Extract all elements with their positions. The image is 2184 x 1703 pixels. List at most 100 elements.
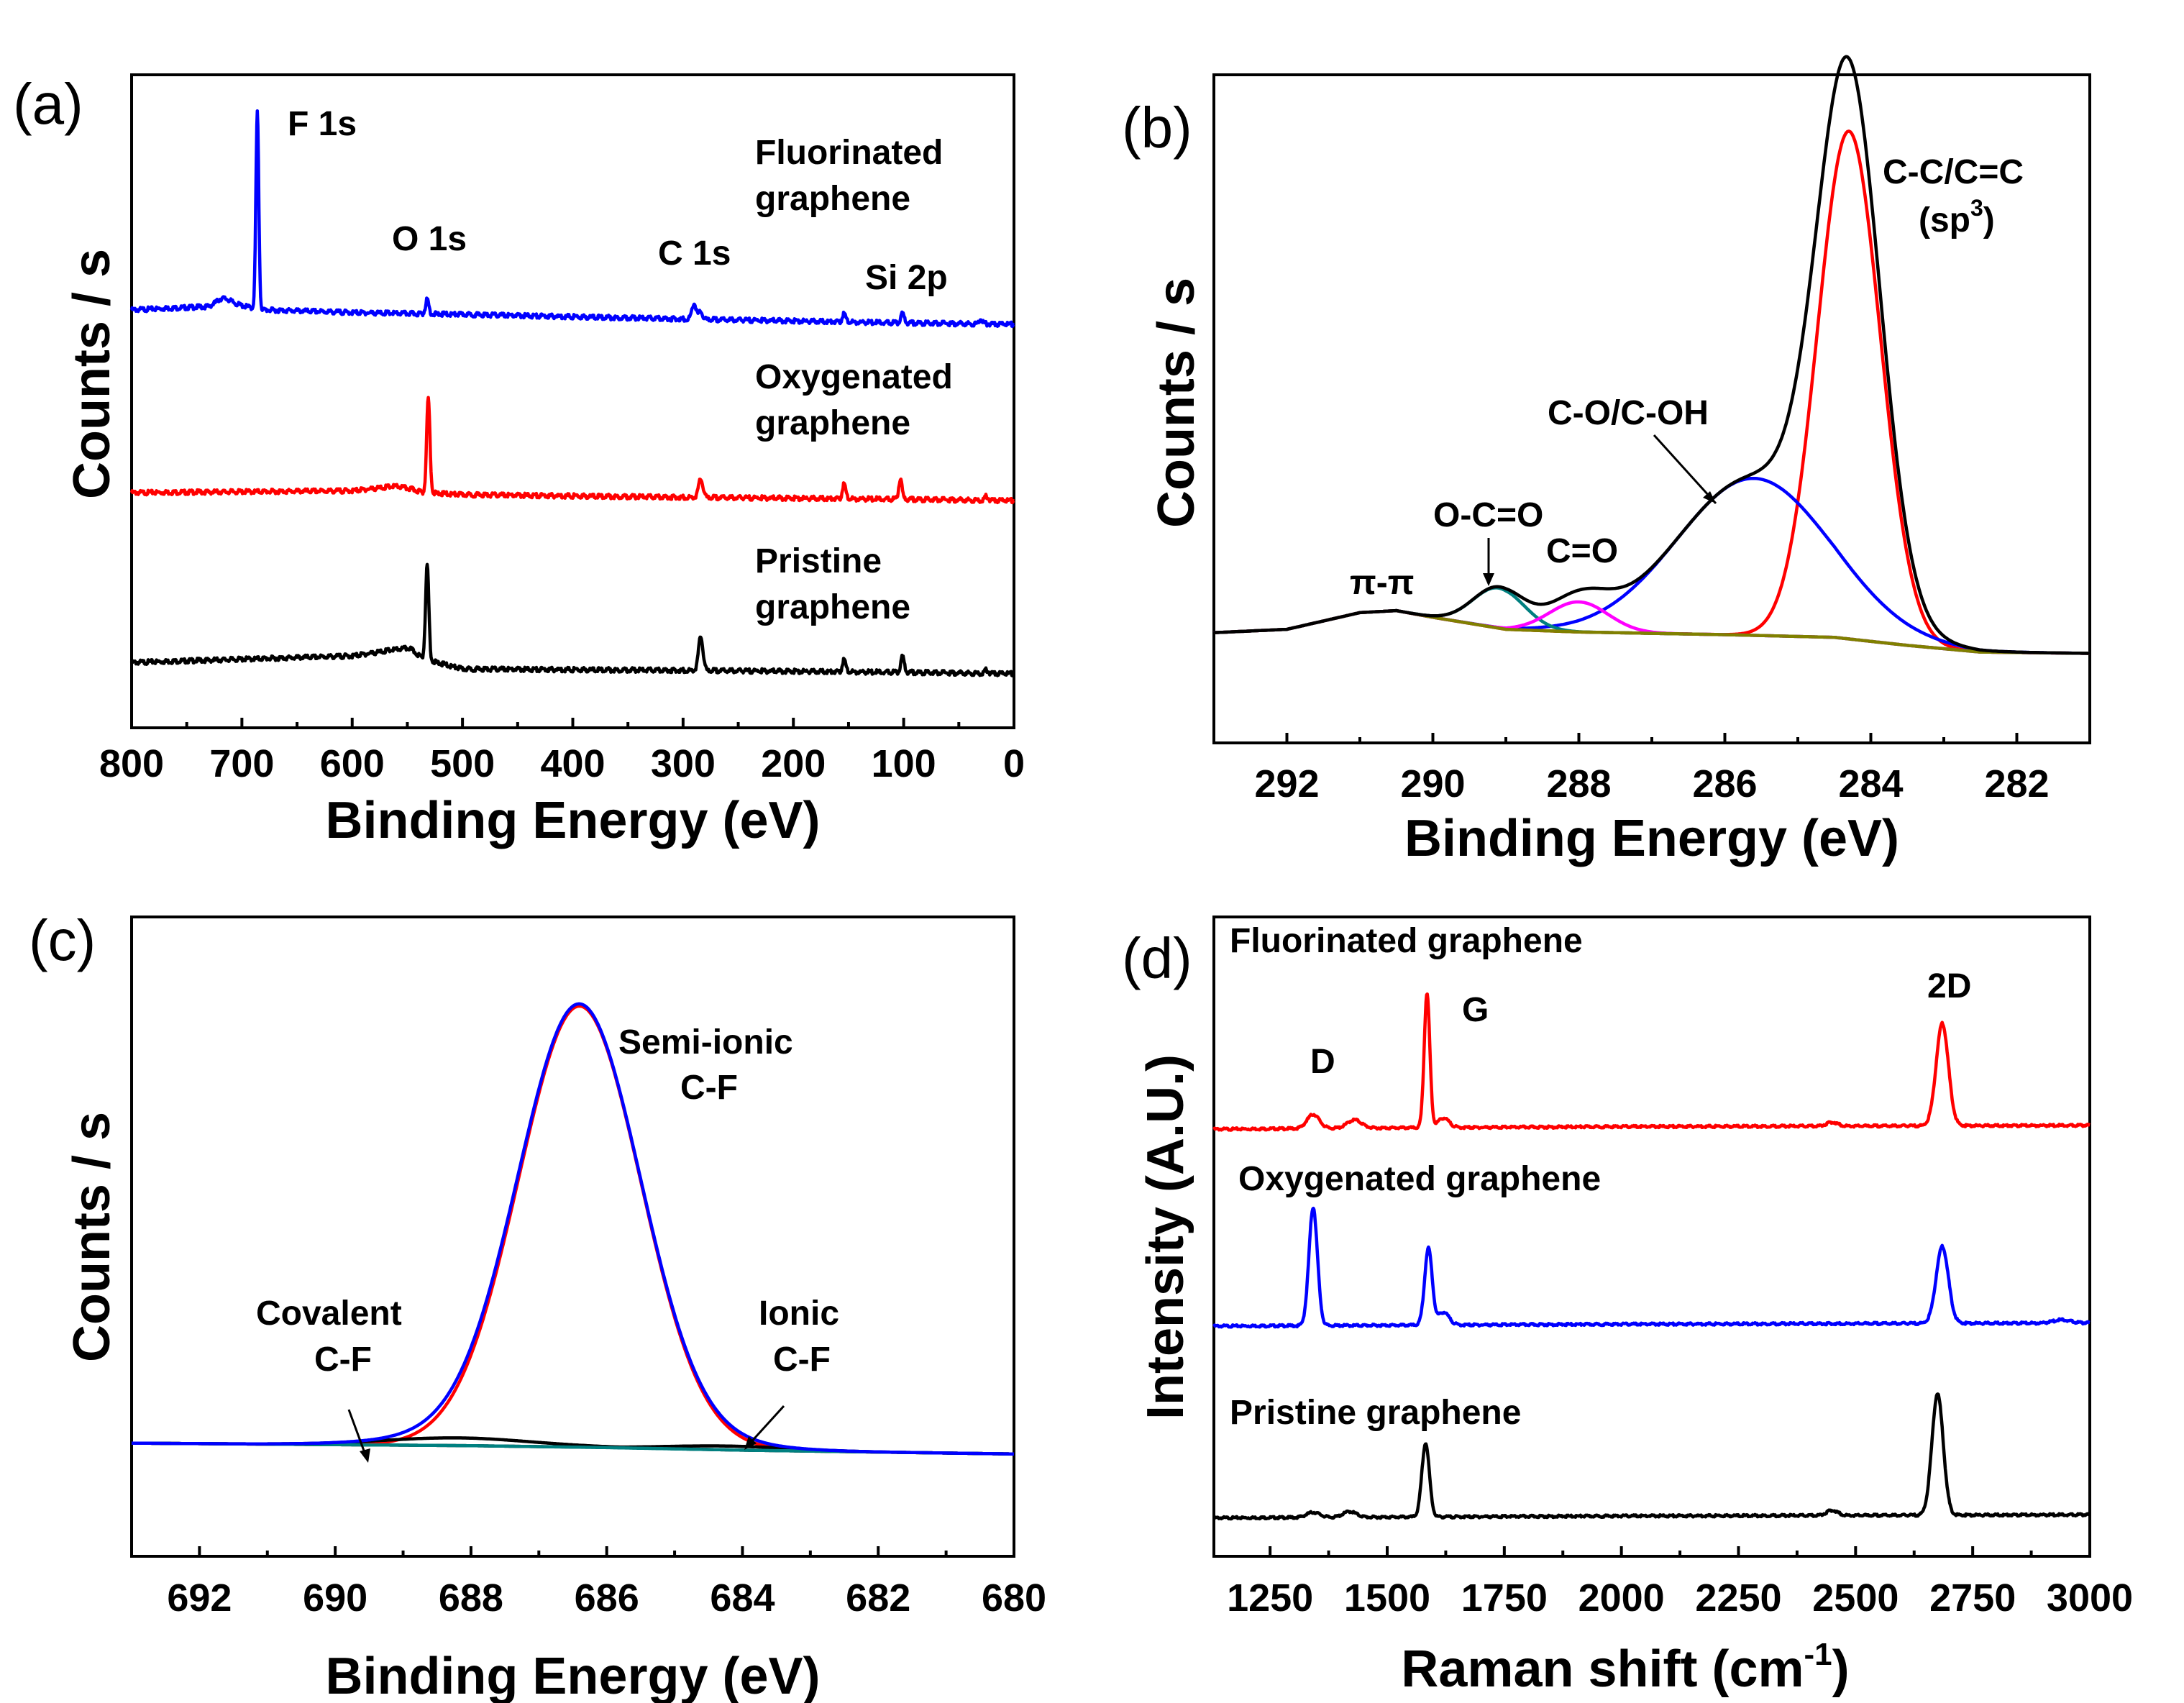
x-tick-label: 292 <box>1254 762 1319 805</box>
peak-label-ionic-line1: Ionic <box>759 1295 839 1333</box>
y-axis-title-d: Intensity (A.U.) <box>1137 1054 1194 1420</box>
series-labels-d: Fluorinated graphene Oxygenated graphene… <box>1230 922 1601 1432</box>
peak-labels-a: F 1s O 1s C 1s Si 2p <box>288 105 948 297</box>
peak-label-covalent-line1: Covalent <box>256 1295 402 1333</box>
plot-frame-c <box>130 916 1015 1558</box>
series-line-pristine-graphene <box>1212 1392 2091 1521</box>
x-tick-label: 288 <box>1546 762 1611 805</box>
x-ticks-b: 292 290 288 286 284 282 <box>1254 733 2050 805</box>
arrow-co-coh <box>1653 434 1717 505</box>
arrowhead-ionic <box>744 1436 757 1450</box>
peak-label-semi-ionic-line2: C-F <box>680 1069 738 1107</box>
x-axis-title-b: Binding Energy (eV) <box>1404 810 1899 867</box>
panel-label-d: (d) <box>1122 926 1192 990</box>
x-tick-label: 400 <box>540 742 605 785</box>
peak-labels-b: C-C/C=C (sp3) C-O/C-OH O-C=O C=O π-π <box>1350 153 2024 602</box>
peak-label-c1s: C 1s <box>658 234 731 273</box>
x-tick-label: 2500 <box>1812 1576 1899 1620</box>
x-tick-label: 290 <box>1400 762 1465 805</box>
y-axis-title-c: Counts / s <box>63 1112 121 1362</box>
x-tick-label: 1500 <box>1344 1576 1430 1620</box>
peak-label-co: C=O <box>1546 532 1618 570</box>
arrowhead-co-coh <box>1703 491 1716 503</box>
x-tick-label: 700 <box>209 742 274 785</box>
series-line-pristine-graphene <box>129 562 1015 677</box>
series-line-oxygenated-graphene <box>129 396 1015 505</box>
curves-c <box>131 1002 1015 1456</box>
series-label-oxygenated-line1: Oxygenated <box>755 358 953 396</box>
series-label-fluorinated-d: Fluorinated graphene <box>1230 922 1583 960</box>
x-tick-label: 100 <box>872 742 936 785</box>
series-label-pristine-line2: graphene <box>755 588 910 626</box>
peak-label-covalent-line2: C-F <box>314 1341 372 1379</box>
x-ticks-c: 692 690 688 686 684 682 680 <box>167 1546 1046 1620</box>
panel-d: (d) Raman shift (cm-1) Intensity (A.U.) … <box>1122 916 2133 1698</box>
peak-labels-c: Semi-ionic C-F Covalent C-F Ionic C-F <box>256 1023 839 1463</box>
x-axis-title-d-close: ) <box>1832 1640 1850 1698</box>
peak-labels-d: D G 2D <box>1310 967 1971 1081</box>
x-tick-label: 688 <box>439 1576 503 1620</box>
component-line-envelope <box>131 1002 1015 1456</box>
series-label-oxygenated-line2: graphene <box>755 404 910 442</box>
x-ticks-a: 800 700 600 500 400 300 200 100 0 <box>99 718 1025 785</box>
curves-a <box>129 109 1015 677</box>
plot-frame-d <box>1212 916 2091 1558</box>
x-tick-label: 2000 <box>1578 1576 1665 1620</box>
peak-label-si2p: Si 2p <box>865 259 948 297</box>
peak-label-cc-sp3-line2: (sp3) <box>1919 195 1995 239</box>
peak-label-cc-sp3-line1: C-C/C=C <box>1883 153 2024 191</box>
series-line-fluorinated-graphene <box>129 109 1015 329</box>
peak-label-f1s: F 1s <box>288 105 357 143</box>
x-tick-label: 200 <box>761 742 826 785</box>
panel-a: (a) Binding Energy (eV) Counts / s 800 70… <box>13 72 1025 849</box>
x-tick-label: 1750 <box>1461 1576 1548 1620</box>
y-axis-title-b: Counts / s <box>1148 278 1205 528</box>
x-tick-label: 682 <box>846 1576 910 1620</box>
x-tick-label: 0 <box>1003 742 1025 785</box>
x-tick-label: 680 <box>982 1576 1046 1620</box>
curves-b <box>1213 55 2091 655</box>
x-tick-label: 286 <box>1692 762 1757 805</box>
series-line-oxygenated-graphene <box>1212 1206 2091 1329</box>
x-axis-title-d-sup: -1 <box>1804 1637 1832 1672</box>
x-tick-label: 300 <box>651 742 716 785</box>
arrowhead-oco <box>1483 573 1494 586</box>
x-tick-label: 692 <box>167 1576 232 1620</box>
series-label-fluorinated-line1: Fluorinated <box>755 134 943 172</box>
x-tick-label: 686 <box>575 1576 639 1620</box>
x-tick-label: 2250 <box>1695 1576 1781 1620</box>
series-labels-a: Fluorinated graphene Oxygenated graphene… <box>755 134 953 626</box>
x-tick-label: 2750 <box>1929 1576 2016 1620</box>
series-label-pristine-line1: Pristine <box>755 542 882 580</box>
series-label-fluorinated-line2: graphene <box>755 180 910 218</box>
peak-label-oco: O-C=O <box>1433 496 1543 534</box>
curves-d <box>1212 992 2091 1521</box>
arrow-ionic <box>746 1405 785 1447</box>
x-tick-label: 690 <box>303 1576 367 1620</box>
component-line-envelope <box>1213 55 2091 655</box>
panel-label-a: (a) <box>13 72 83 136</box>
arrowhead-covalent <box>360 1448 370 1463</box>
x-axis-title-d: Raman shift (cm-1) <box>1401 1637 1849 1698</box>
x-axis-title-a: Binding Energy (eV) <box>325 792 820 849</box>
panel-b: (b) Binding Energy (eV) Counts / s 292 29… <box>1122 55 2091 867</box>
peak-label-2d-band: 2D <box>1927 967 1971 1005</box>
x-tick-label: 282 <box>1984 762 2049 805</box>
series-label-oxygenated-d: Oxygenated graphene <box>1238 1160 1601 1198</box>
plot-frame-a <box>130 73 1015 729</box>
peak-label-ionic-line2: C-F <box>773 1341 831 1379</box>
x-tick-label: 684 <box>710 1576 775 1620</box>
peak-label-pi-pi: π-π <box>1350 564 1414 602</box>
peak-label-d-band: D <box>1310 1043 1335 1081</box>
panel-c: (c) Binding Energy (eV) Counts / s 692 69… <box>29 908 1046 1703</box>
x-axis-title-d-main: Raman shift (cm <box>1401 1640 1804 1698</box>
peak-label-o1s: O 1s <box>392 220 467 258</box>
series-label-pristine-d: Pristine graphene <box>1230 1394 1521 1432</box>
panel-label-c: (c) <box>29 908 96 972</box>
peak-label-co-coh: C-O/C-OH <box>1548 394 1709 432</box>
series-line-fluorinated-graphene <box>1212 992 2091 1132</box>
peak-label-g-band: G <box>1462 991 1489 1029</box>
peak-label-semi-ionic-line1: Semi-ionic <box>618 1023 793 1061</box>
x-tick-label: 3000 <box>2047 1576 2133 1620</box>
x-tick-label: 600 <box>320 742 385 785</box>
